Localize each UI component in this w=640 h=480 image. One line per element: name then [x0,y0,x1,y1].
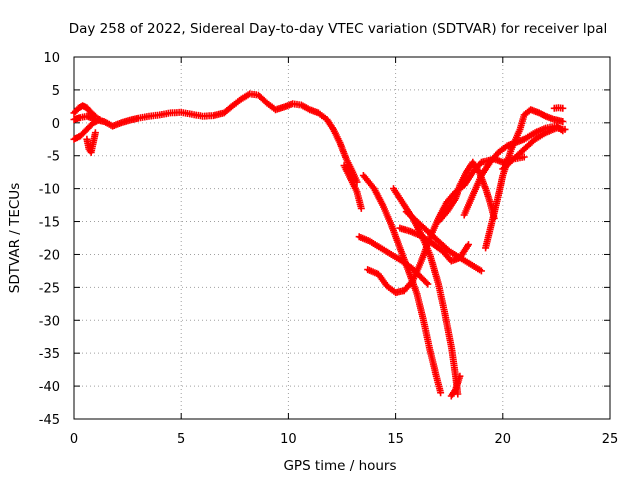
series-markers [359,172,445,397]
y-tick-label: 5 [52,84,60,99]
y-tick-label: -35 [39,347,60,362]
series-markers [402,208,485,275]
y-tick-label: -40 [39,380,60,395]
y-tick-label: 10 [43,51,60,66]
series-main-trend [70,90,361,186]
series-markers [447,372,464,400]
y-tick-label: -5 [47,150,60,165]
grid-lines [74,57,610,419]
x-tick-label: 5 [177,432,185,447]
y-tick-label: -25 [39,281,60,296]
series-early-c [83,129,99,156]
data-series [70,90,569,400]
series-markers [70,116,104,143]
y-tick-label: -10 [39,183,60,198]
series-pass-j [460,122,567,219]
axis-ticks: 0 5 10 15 20 25 10 5 0 -5 -10 -15 -20 -25 -30 -35 -40 -45 [39,51,619,447]
series-pass-a [340,162,365,212]
series-markers [550,104,567,112]
y-tick-label: -45 [39,413,60,428]
series-pass-d [359,172,445,397]
series-markers [396,224,472,265]
series-markers [499,124,569,173]
plot-frame [73,56,611,420]
y-tick-label: -30 [39,314,60,329]
y-tick-label: -15 [39,216,60,231]
series-markers [83,129,99,156]
x-tick-label: 20 [495,432,512,447]
chart-title: Day 258 of 2022, Sidereal Day-to-day VTE… [69,21,608,37]
series-markers [340,162,365,212]
series-early-b [70,102,99,120]
x-tick-label: 10 [280,432,297,447]
series-markers [70,102,99,120]
x-tick-label: 0 [70,432,78,447]
series-markers [70,90,361,186]
y-tick-label: 0 [52,117,60,132]
x-axis-label: GPS time / hours [283,458,396,474]
series-pass-l [499,124,569,173]
series-pass-g [402,208,485,275]
x-tick-label: 15 [387,432,404,447]
series-pass-f [447,372,464,400]
series-pass-h [396,224,472,265]
series-pass-m [550,104,567,112]
y-axis-label: SDTVAR / TECUs [7,183,23,293]
series-markers [460,122,567,219]
series-early-a [70,116,104,143]
x-tick-label: 25 [602,432,619,447]
y-tick-label: -20 [39,248,60,263]
